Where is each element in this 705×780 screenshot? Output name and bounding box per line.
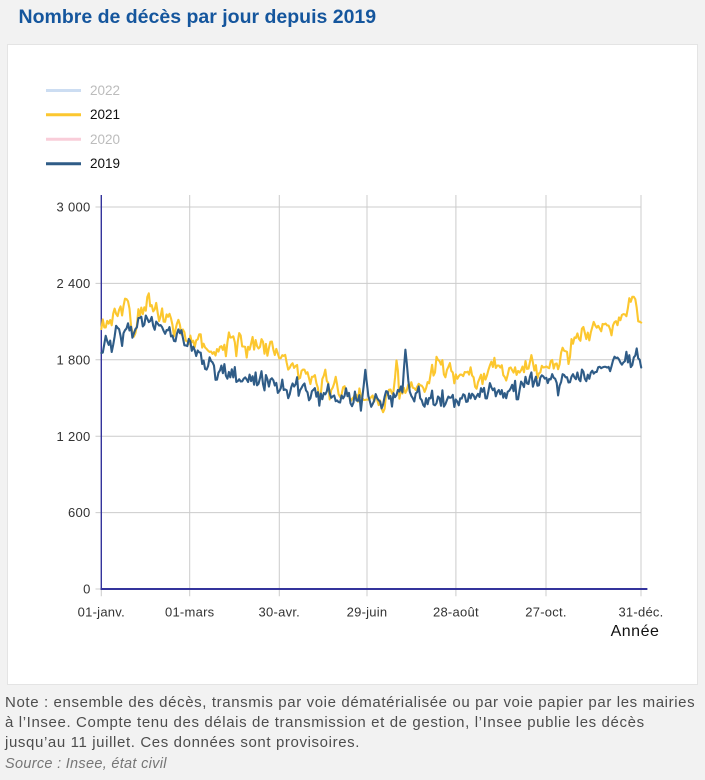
svg-text:600: 600 [68,505,91,520]
svg-text:28-août: 28-août [433,605,479,620]
svg-text:30-avr.: 30-avr. [259,605,301,620]
svg-text:01-janv.: 01-janv. [78,605,125,620]
svg-text:1 200: 1 200 [57,429,91,444]
svg-text:0: 0 [83,582,91,597]
svg-text:31-déc.: 31-déc. [618,605,663,620]
svg-text:3 000: 3 000 [57,200,91,215]
svg-text:2 400: 2 400 [57,276,91,291]
svg-text:01-mars: 01-mars [165,605,215,620]
svg-text:29-juin: 29-juin [347,605,388,620]
svg-text:1 800: 1 800 [57,352,91,367]
svg-text:27-oct.: 27-oct. [525,605,567,620]
svg-text:Année: Année [611,623,660,640]
